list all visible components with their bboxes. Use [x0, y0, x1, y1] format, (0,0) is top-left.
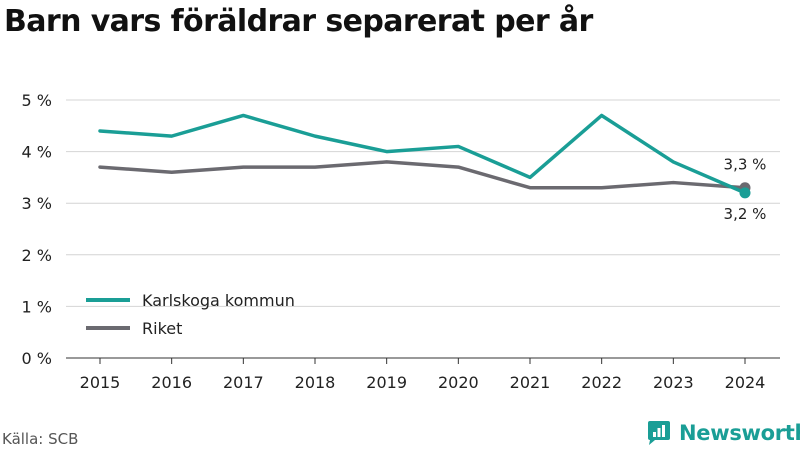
brand-logo: Newsworthy — [646, 420, 800, 446]
x-tick-label: 2019 — [366, 373, 407, 392]
x-tick-label: 2020 — [438, 373, 479, 392]
gridlines — [66, 99, 780, 359]
end-value-label: 3,3 % — [724, 156, 767, 174]
series-line — [98, 113, 747, 195]
x-tick-label: 2024 — [725, 373, 766, 392]
end-value-labels: 3,3 % 3,2 % — [724, 156, 767, 223]
x-tick-label: 2018 — [295, 373, 336, 392]
y-tick-label: 0 % — [22, 349, 52, 368]
x-tick-label: 2023 — [653, 373, 694, 392]
x-tick-label: 2015 — [80, 373, 121, 392]
y-tick-label: 5 % — [22, 91, 52, 110]
y-tick-label: 3 % — [22, 194, 52, 213]
source-note: Källa: SCB — [2, 430, 79, 448]
y-tick-label: 2 % — [22, 246, 52, 265]
y-tick-label: 1 % — [22, 297, 52, 316]
newsworthy-logo-icon — [648, 421, 670, 445]
y-axis-labels: 0 % 1 % 2 % 3 % 4 % 5 % — [22, 91, 52, 368]
legend: Karlskoga kommun Riket — [86, 291, 295, 338]
end-value-label: 3,2 % — [724, 205, 767, 223]
chart-title: Barn vars föräldrar separerat per år — [4, 4, 593, 39]
y-tick-label: 4 % — [22, 143, 52, 162]
x-tick-label: 2017 — [223, 373, 264, 392]
brand-name: Newsworthy — [679, 421, 800, 445]
series-line — [98, 160, 747, 190]
series-lines — [98, 113, 751, 199]
end-point-marker — [739, 187, 751, 199]
x-tick-label: 2016 — [151, 373, 192, 392]
legend-label: Karlskoga kommun — [142, 291, 295, 310]
x-tick-label: 2022 — [581, 373, 622, 392]
x-tick-label: 2021 — [510, 373, 551, 392]
x-axis-labels: 2015 2016 2017 2018 2019 2020 2021 2022 2023 2024 — [80, 358, 766, 392]
legend-label: Riket — [142, 319, 182, 338]
line-chart: 2015 2016 2017 2018 2019 2020 2021 2022 2023 2024… — [22, 91, 780, 392]
